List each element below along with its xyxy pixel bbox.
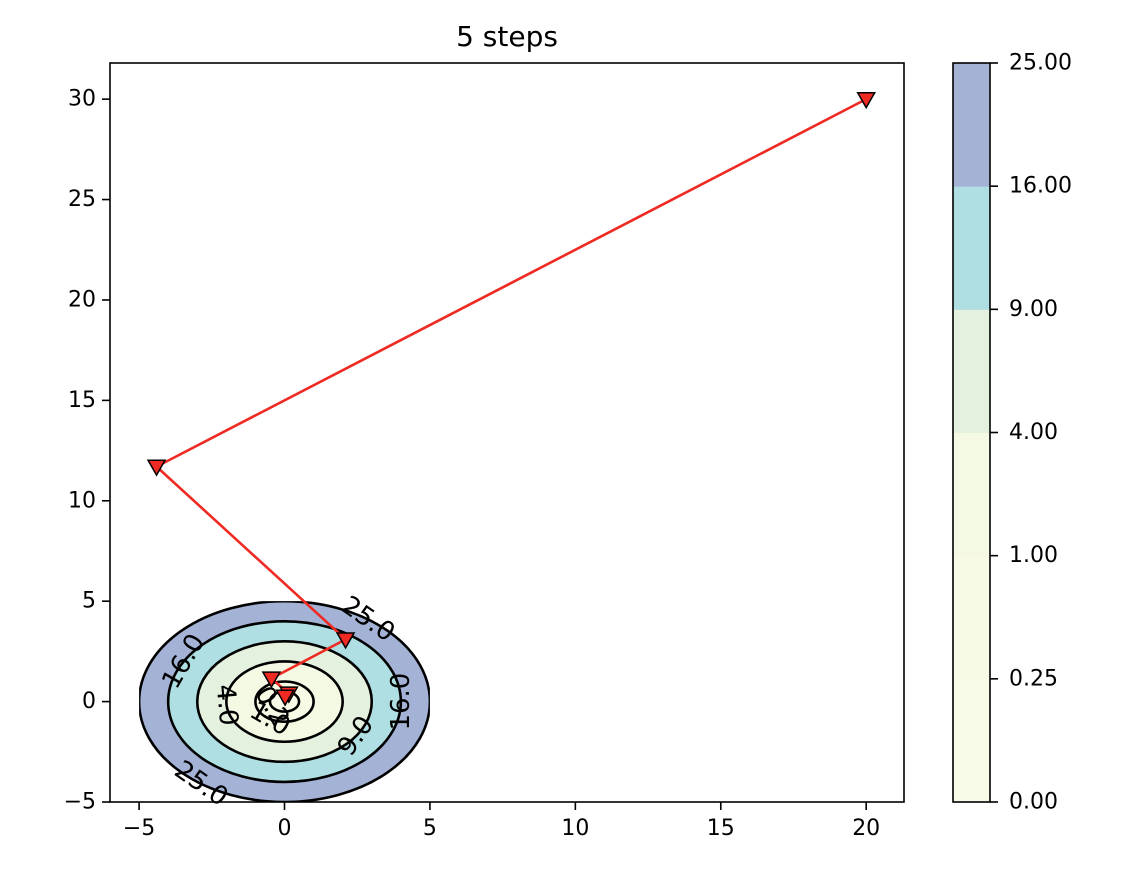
x-tick-label-4: 15	[707, 816, 735, 841]
contour-label-4_0-0: 4.0	[210, 683, 243, 727]
contour-line-group	[139, 601, 430, 802]
descent-path-marker-3	[261, 671, 282, 689]
y-axis: −5 0 5 10 15 20 25 30	[64, 87, 110, 815]
chart-title: 5 steps	[456, 20, 558, 53]
descent-path-marker-5	[275, 689, 295, 707]
contour-line-4	[225, 660, 344, 744]
descent-path-marker-0	[856, 92, 876, 110]
colorbar-tick-label-1: 0.25	[1009, 666, 1058, 691]
x-tick-label-5: 20	[852, 816, 880, 841]
colorbar-segment-1	[953, 555, 990, 680]
y-tick-label-2: 5	[82, 589, 96, 614]
contour-line-25	[139, 601, 430, 802]
colorbar-tick-label-3: 4.00	[1009, 420, 1058, 445]
contour-line-1	[254, 680, 315, 723]
y-tick-label-7: 30	[68, 87, 96, 112]
colorbar-tick-label-4: 9.00	[1009, 297, 1058, 322]
x-tick-label-1: 0	[278, 816, 292, 841]
x-axis: −5 0 5 10 15 20	[123, 802, 880, 841]
colorbar-tick-label-5: 16.00	[1009, 174, 1072, 199]
colorbar-segment-2	[953, 432, 990, 557]
plot-frame	[109, 62, 905, 803]
descent-path-marker-2	[335, 632, 356, 650]
contour-label-16_0-1: 16.0	[386, 673, 416, 731]
colorbar-tick-label-6: 25.00	[1009, 51, 1072, 76]
x-tick-label-3: 10	[561, 816, 589, 841]
descent-path-group	[146, 92, 876, 707]
y-tick-label-0: −5	[64, 790, 96, 815]
y-tick-label-4: 15	[68, 388, 96, 413]
y-tick-label-3: 10	[68, 488, 96, 513]
colorbar: 0.00 0.25 1.00 4.00 9.00 16.00 25.00	[952, 51, 1072, 815]
colorbar-segment-4	[953, 186, 990, 310]
x-tick-label-2: 5	[423, 816, 437, 841]
colorbar-segment-0	[953, 678, 990, 803]
y-tick-label-6: 25	[68, 187, 96, 212]
x-tick-label-0: −5	[123, 816, 155, 841]
descent-path-marker-1	[146, 459, 167, 477]
colorbar-tick-label-0: 0.00	[1009, 790, 1058, 815]
contour-line-9	[195, 640, 374, 764]
colorbar-segment-5	[953, 63, 990, 187]
y-tick-label-1: 0	[82, 689, 96, 714]
y-tick-label-5: 20	[68, 287, 96, 312]
contour-line-16	[166, 619, 403, 784]
colorbar-segment-3	[953, 309, 990, 433]
colorbar-tick-label-2: 1.00	[1009, 543, 1058, 568]
